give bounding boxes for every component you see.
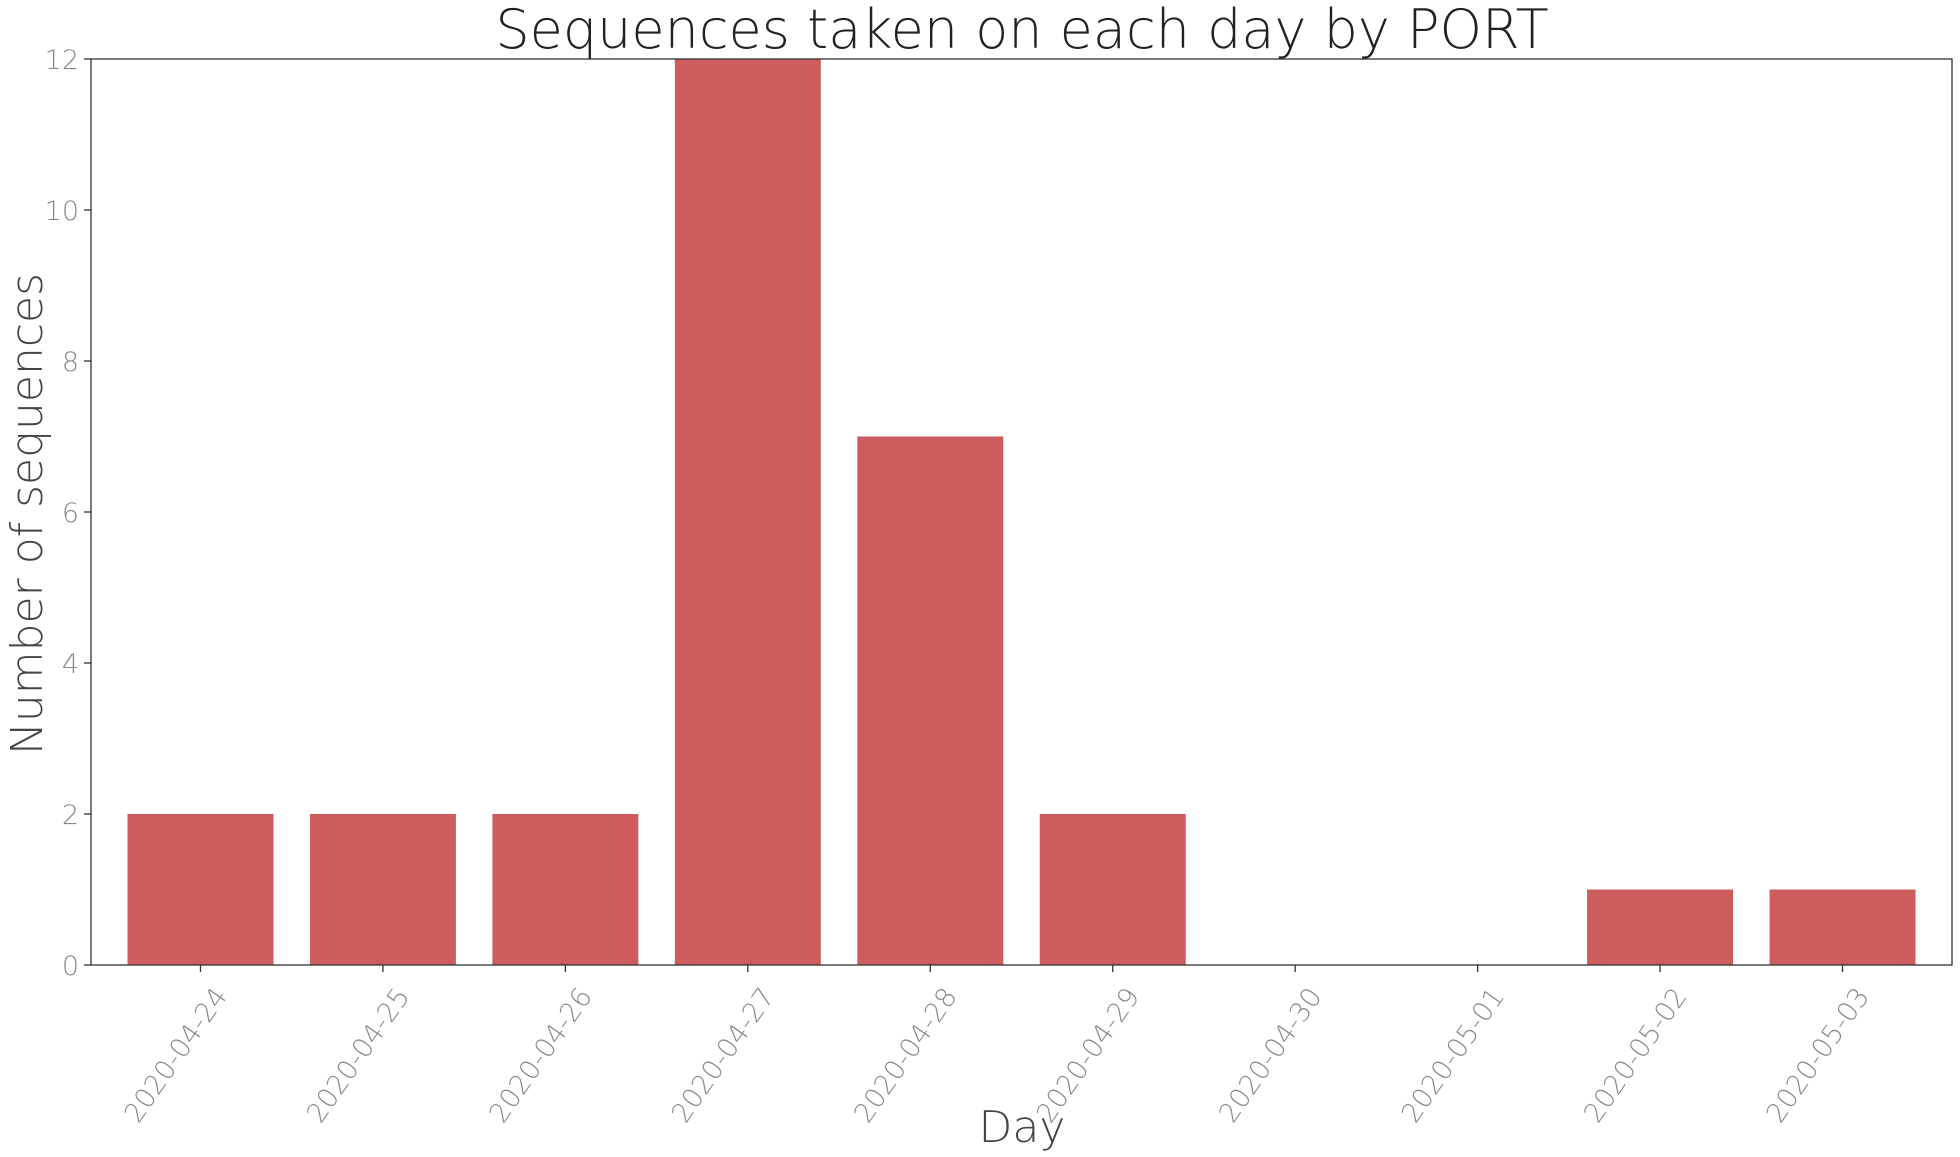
chart-title: Sequences taken on each day by PORT [495, 0, 1548, 61]
y-axis-ticks: 0 2 4 6 8 10 12 [45, 45, 91, 982]
y-tick-label: 6 [62, 498, 79, 529]
y-axis-label: Number of sequences [2, 273, 53, 755]
x-tick-label: 2020-05-02 [1578, 982, 1693, 1128]
bar-2020-05-03 [1769, 889, 1916, 965]
bar-2020-04-26 [492, 814, 639, 965]
x-tick-label: 2020-04-24 [119, 982, 234, 1128]
y-tick-label: 10 [45, 196, 79, 227]
x-axis-label: Day [979, 1102, 1066, 1153]
y-tick-label: 0 [62, 951, 79, 982]
x-tick-label: 2020-05-03 [1761, 982, 1876, 1128]
y-tick-label: 12 [45, 45, 79, 76]
x-tick-label: 2020-04-26 [483, 982, 598, 1128]
bars-group [127, 59, 1916, 965]
x-tick-label: 2020-04-30 [1213, 982, 1328, 1128]
bar-2020-04-25 [309, 814, 456, 965]
bar-2020-05-02 [1587, 889, 1734, 965]
x-tick-label: 2020-05-01 [1396, 982, 1511, 1128]
x-tick-label: 2020-04-28 [848, 982, 963, 1128]
y-tick-label: 4 [62, 649, 79, 680]
bar-2020-04-29 [1039, 814, 1186, 965]
bar-2020-04-24 [127, 814, 274, 965]
x-tick-label: 2020-04-25 [301, 982, 416, 1128]
y-tick-label: 8 [62, 347, 79, 378]
bar-2020-04-27 [674, 59, 821, 965]
bar-2020-04-28 [857, 436, 1004, 965]
x-tick-label: 2020-04-27 [666, 982, 781, 1128]
y-tick-label: 2 [62, 800, 79, 831]
